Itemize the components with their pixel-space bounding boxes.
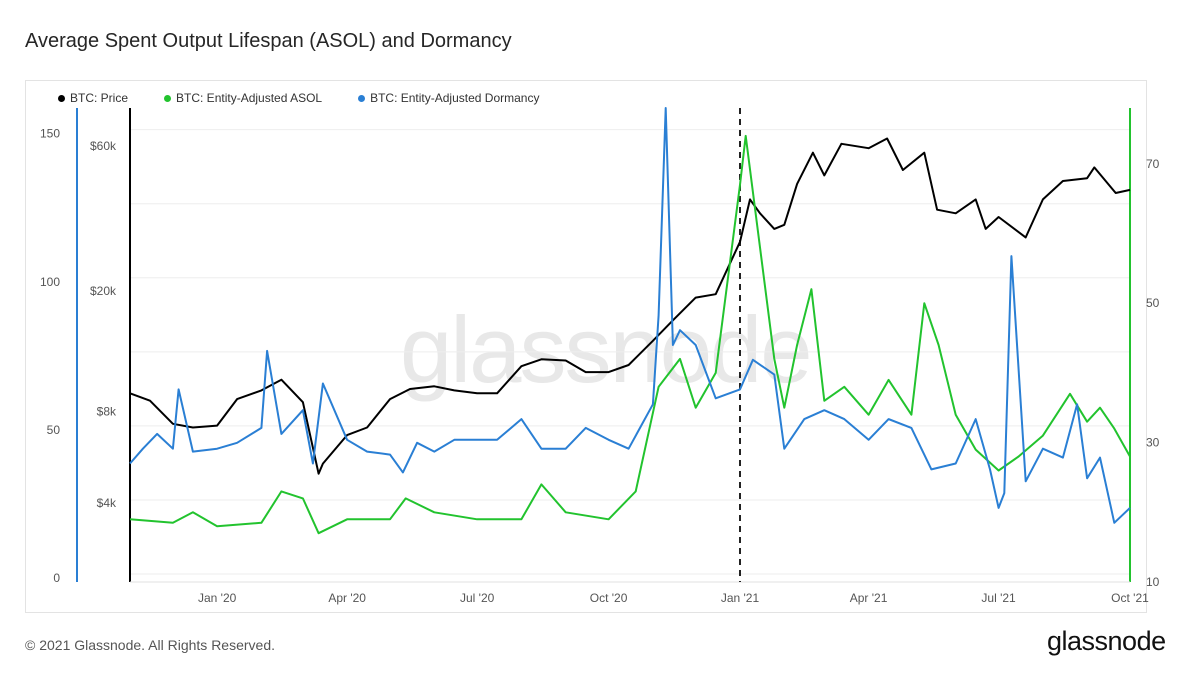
asol-tick-label: 70	[1146, 157, 1160, 171]
x-tick-label: Jul '20	[460, 591, 495, 605]
x-tick-label: Jan '21	[721, 591, 760, 605]
price-tick-label: $4k	[97, 496, 117, 510]
x-tick-label: Jul '21	[981, 591, 1016, 605]
x-tick-label: Apr '20	[328, 591, 366, 605]
legend-label-dormancy: BTC: Entity-Adjusted Dormancy	[370, 91, 540, 105]
dormancy-tick-label: 0	[53, 571, 60, 585]
legend-label-asol: BTC: Entity-Adjusted ASOL	[176, 91, 323, 105]
legend-dot-asol	[164, 94, 172, 102]
x-tick-label: Oct '20	[590, 591, 628, 605]
asol-series-line	[129, 134, 1131, 535]
glassnode-logo[interactable]: glassnode	[1047, 626, 1166, 656]
axes	[76, 108, 1131, 583]
x-tick-label: Oct '21	[1111, 591, 1149, 605]
legend[interactable]: BTC: Price BTC: Entity-Adjusted ASOL BTC…	[58, 91, 539, 105]
copyright-footer: © 2021 Glassnode. All Rights Reserved.	[25, 637, 276, 653]
series-lines	[129, 107, 1131, 535]
legend-label-price: BTC: Price	[70, 91, 129, 105]
legend-item-asol[interactable]: BTC: Entity-Adjusted ASOL	[164, 91, 322, 105]
legend-item-price[interactable]: BTC: Price	[58, 91, 128, 105]
legend-dot-dormancy	[358, 94, 366, 102]
price-tick-label: $60k	[90, 139, 117, 153]
asol-tick-label: 30	[1146, 436, 1160, 450]
asol-tick-label: 50	[1146, 296, 1160, 310]
dormancy-tick-label: 150	[40, 127, 60, 141]
price-series-line	[129, 137, 1131, 475]
dormancy-tick-label: 100	[40, 275, 60, 289]
legend-item-dormancy[interactable]: BTC: Entity-Adjusted Dormancy	[358, 91, 539, 105]
tick-labels: 0 50 100 150 $4k $8k $20k $60k 10 30 50 70 Jan '20 Ap…	[40, 127, 1160, 605]
x-tick-label: Jan '20	[198, 591, 237, 605]
chart-frame	[25, 80, 1147, 613]
dormancy-tick-label: 50	[47, 423, 61, 437]
dormancy-series-line	[129, 107, 1131, 524]
price-tick-label: $8k	[97, 405, 117, 419]
grid	[130, 129, 1130, 575]
x-tick-label: Apr '21	[850, 591, 888, 605]
chart-title: Average Spent Output Lifespan (ASOL) and…	[25, 30, 512, 52]
legend-dot-price	[58, 94, 65, 102]
price-tick-label: $20k	[90, 284, 117, 298]
asol-tick-label: 10	[1146, 575, 1160, 589]
